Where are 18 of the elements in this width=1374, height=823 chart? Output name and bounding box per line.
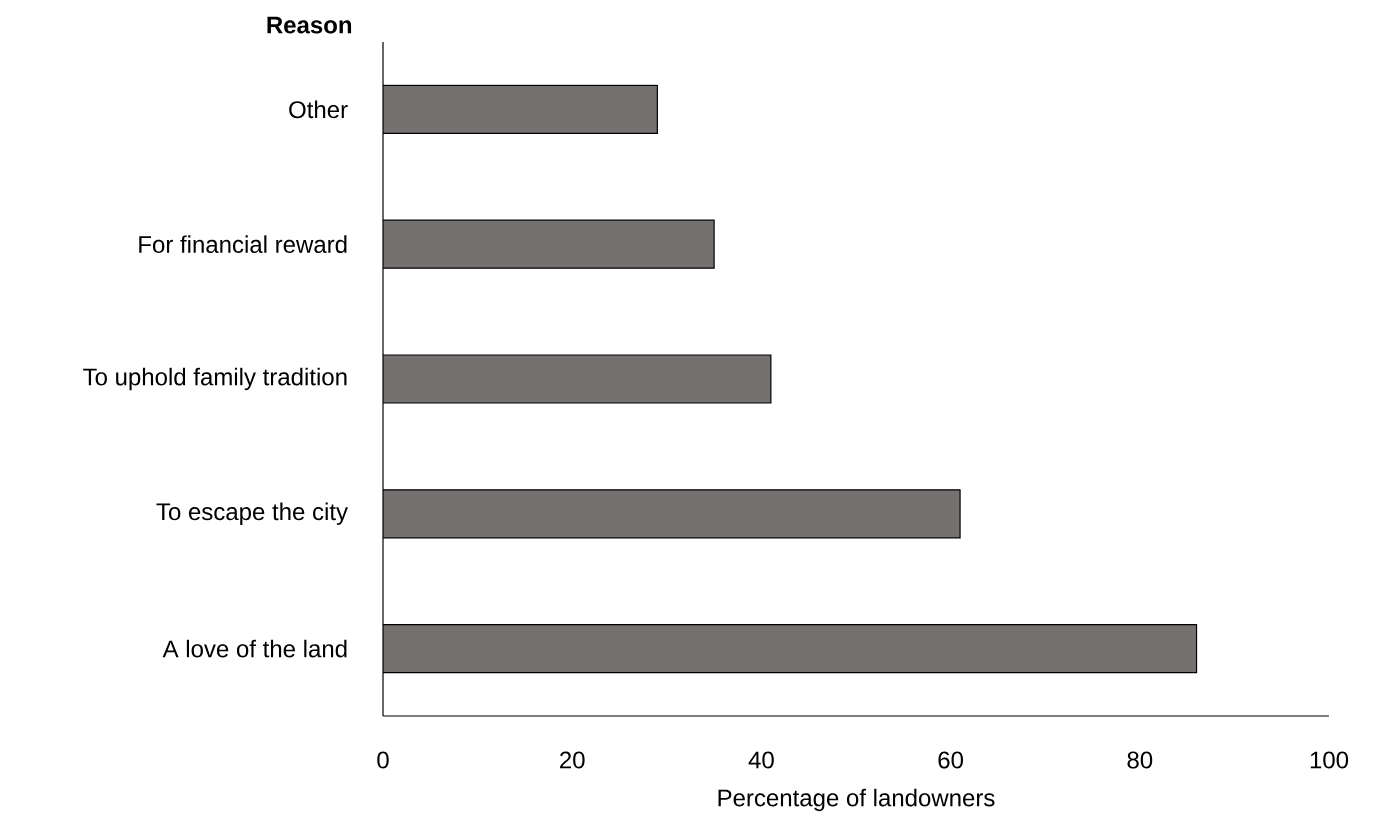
y-tick-label: Other <box>289 100 348 119</box>
y-axis-title: Reason <box>267 16 352 34</box>
x-tick-label: 80 <box>1127 751 1153 769</box>
y-tick-label: To escape the city <box>156 502 348 525</box>
bar <box>383 84 658 134</box>
y-tick-label: For financial reward <box>139 235 347 253</box>
bar <box>383 354 772 404</box>
x-axis-title: Percentage of landowners <box>718 788 995 812</box>
x-tick-label: 0 <box>377 751 389 769</box>
x-tick-label: 100 <box>1310 751 1349 769</box>
bar <box>383 623 1198 674</box>
bar <box>383 219 715 269</box>
x-tick-label: 60 <box>938 751 964 769</box>
y-tick-label: To uphold family tradition <box>83 367 347 391</box>
x-tick-label: 40 <box>748 751 774 769</box>
x-tick-label: 20 <box>560 751 585 769</box>
y-tick-label: A love of the land <box>162 639 347 658</box>
bar <box>383 489 961 539</box>
